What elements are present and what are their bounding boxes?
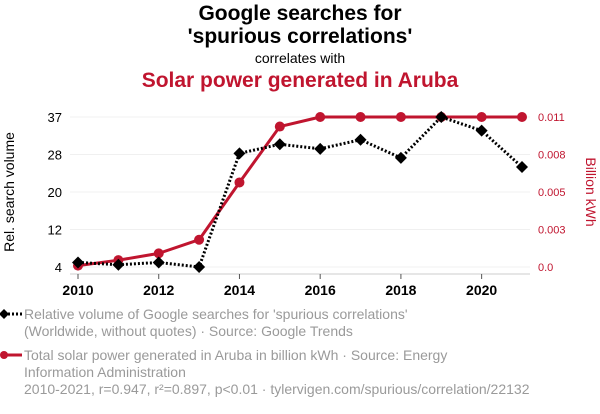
legend-item-solar-power: Total solar power generated in Aruba in … — [0, 347, 600, 381]
google-searches-point — [394, 151, 407, 164]
legend-item-google-searches-line2: (Worldwide, without quotes) · Source: Go… — [24, 323, 353, 339]
left-axis-tick-label: 4 — [55, 260, 62, 275]
right-axis-tick-label: 0.005 — [538, 187, 566, 199]
google-searches-point — [516, 161, 528, 173]
right-axis-tick-label: 0.008 — [538, 150, 566, 162]
google-searches-point — [72, 256, 84, 269]
google-searches-point — [314, 142, 327, 155]
axes — [70, 273, 530, 279]
left-axis-tick-label: 20 — [48, 185, 62, 200]
legend: Relative volume of Google searches for '… — [0, 306, 600, 381]
google-searches-point — [233, 147, 246, 160]
left-axis-tick-labels: 37 28 20 12 4 — [48, 110, 62, 275]
chart-subtitle: Solar power generated in Aruba — [141, 69, 459, 92]
x-axis-tick-label: 2012 — [143, 282, 174, 298]
gridlines — [70, 116, 530, 268]
google-searches-point — [152, 256, 165, 269]
right-axis-tick-labels: 0.011 0.008 0.005 0.003 0.0 — [538, 112, 566, 274]
correlates-with-label: correlates with — [254, 50, 346, 66]
left-axis-title: Rel. search volume — [1, 132, 17, 252]
x-axis-tick-label: 2020 — [466, 282, 497, 298]
solar-power-point — [194, 234, 205, 245]
solar-power-line — [77, 115, 522, 268]
left-axis-tick-label: 28 — [48, 148, 62, 163]
chart-title: Google searches for 'spurious correlatio… — [0, 2, 600, 48]
google-searches-point — [435, 111, 448, 123]
left-axis-tick-label: 37 — [48, 110, 62, 125]
legend-item-solar-power-line1: Total solar power generated in Aruba in … — [24, 347, 448, 363]
right-axis-tick-label: 0.003 — [538, 225, 566, 237]
red-circle-line-icon — [0, 351, 22, 359]
solar-power-point — [476, 112, 487, 122]
right-axis-title: Billion kWh — [583, 157, 599, 226]
x-axis-tick-label: 2016 — [305, 282, 336, 298]
solar-power-point — [315, 112, 326, 122]
legend-item-google-searches-line1: Relative volume of Google searches for '… — [24, 306, 408, 322]
right-axis-tick-label: 0.0 — [538, 262, 553, 274]
solar-power-point — [234, 177, 245, 188]
dotted-diamond-line-icon — [0, 309, 22, 319]
left-axis-tick-label: 12 — [48, 223, 62, 238]
solar-power-point — [517, 112, 527, 122]
series-google-searches — [72, 111, 528, 273]
x-axis-tick-label: 2018 — [385, 282, 416, 298]
google-searches-point — [354, 133, 367, 146]
correlation-stats-footer: 2010-2021, r=0.947, r²=0.897, p<0.01 · t… — [24, 381, 530, 397]
solar-power-point — [274, 121, 285, 132]
right-axis-tick-label: 0.011 — [538, 112, 565, 124]
legend-item-google-searches: Relative volume of Google searches for '… — [0, 306, 600, 340]
series-solar-power — [73, 112, 527, 271]
solar-power-point — [395, 112, 406, 122]
google-searches-point — [475, 124, 488, 137]
google-searches-point — [193, 261, 206, 273]
x-axis-tick-label: 2010 — [62, 282, 93, 298]
x-axis-tick-label: 2014 — [224, 282, 255, 298]
google-searches-point — [273, 138, 286, 151]
x-axis-tick-labels: 2010 2012 2014 2016 2018 2020 — [62, 282, 497, 298]
chart-title-text: Google searches for 'spurious correlatio… — [187, 2, 413, 48]
solar-power-point — [355, 112, 366, 122]
legend-item-solar-power-line2: Information Administration — [24, 364, 186, 380]
google-searches-point — [112, 258, 125, 271]
solar-power-point — [153, 248, 164, 259]
